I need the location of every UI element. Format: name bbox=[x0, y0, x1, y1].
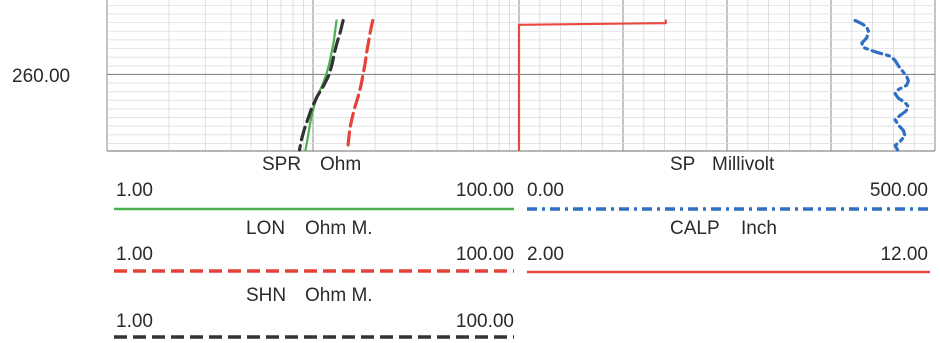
log-grid bbox=[106, 0, 936, 152]
legend-shn-unit: Ohm M. bbox=[305, 285, 373, 306]
curve-calp bbox=[517, 19, 667, 151]
legend-calp-unit: Inch bbox=[741, 218, 777, 239]
log-curves bbox=[297, 18, 911, 152]
legend-lon-unit: Ohm M. bbox=[305, 218, 373, 239]
curve-sp bbox=[853, 18, 911, 152]
legend-calp-name: CALP bbox=[670, 218, 720, 239]
legend-shn-max: 100.00 bbox=[455, 311, 514, 332]
legend-sp-max: 500.00 bbox=[869, 180, 928, 201]
legend-spr-max: 100.00 bbox=[455, 180, 514, 201]
legend-sp-name: SP bbox=[670, 154, 696, 175]
legend-spr-unit: Ohm bbox=[320, 154, 362, 175]
depth-tick-label: 260.00 bbox=[12, 66, 71, 87]
legend-calp-min: 2.00 bbox=[527, 244, 564, 265]
legend-sp-unit: Millivolt bbox=[712, 154, 775, 175]
legend-lon-min: 1.00 bbox=[116, 244, 153, 265]
legend-spr-min: 1.00 bbox=[116, 180, 153, 201]
legend-calp-max: 12.00 bbox=[880, 244, 928, 265]
legend-shn-min: 1.00 bbox=[116, 311, 153, 332]
curve-shn bbox=[297, 18, 345, 152]
curve-lon bbox=[345, 18, 375, 152]
log-legend-lines bbox=[114, 207, 930, 339]
legend-lon-name: LON bbox=[246, 218, 286, 239]
legend-shn-name: SHN bbox=[246, 285, 287, 306]
legend-spr-name: SPR bbox=[262, 154, 302, 175]
legend-lon-max: 100.00 bbox=[455, 244, 514, 265]
legend-sp-min: 0.00 bbox=[527, 180, 564, 201]
